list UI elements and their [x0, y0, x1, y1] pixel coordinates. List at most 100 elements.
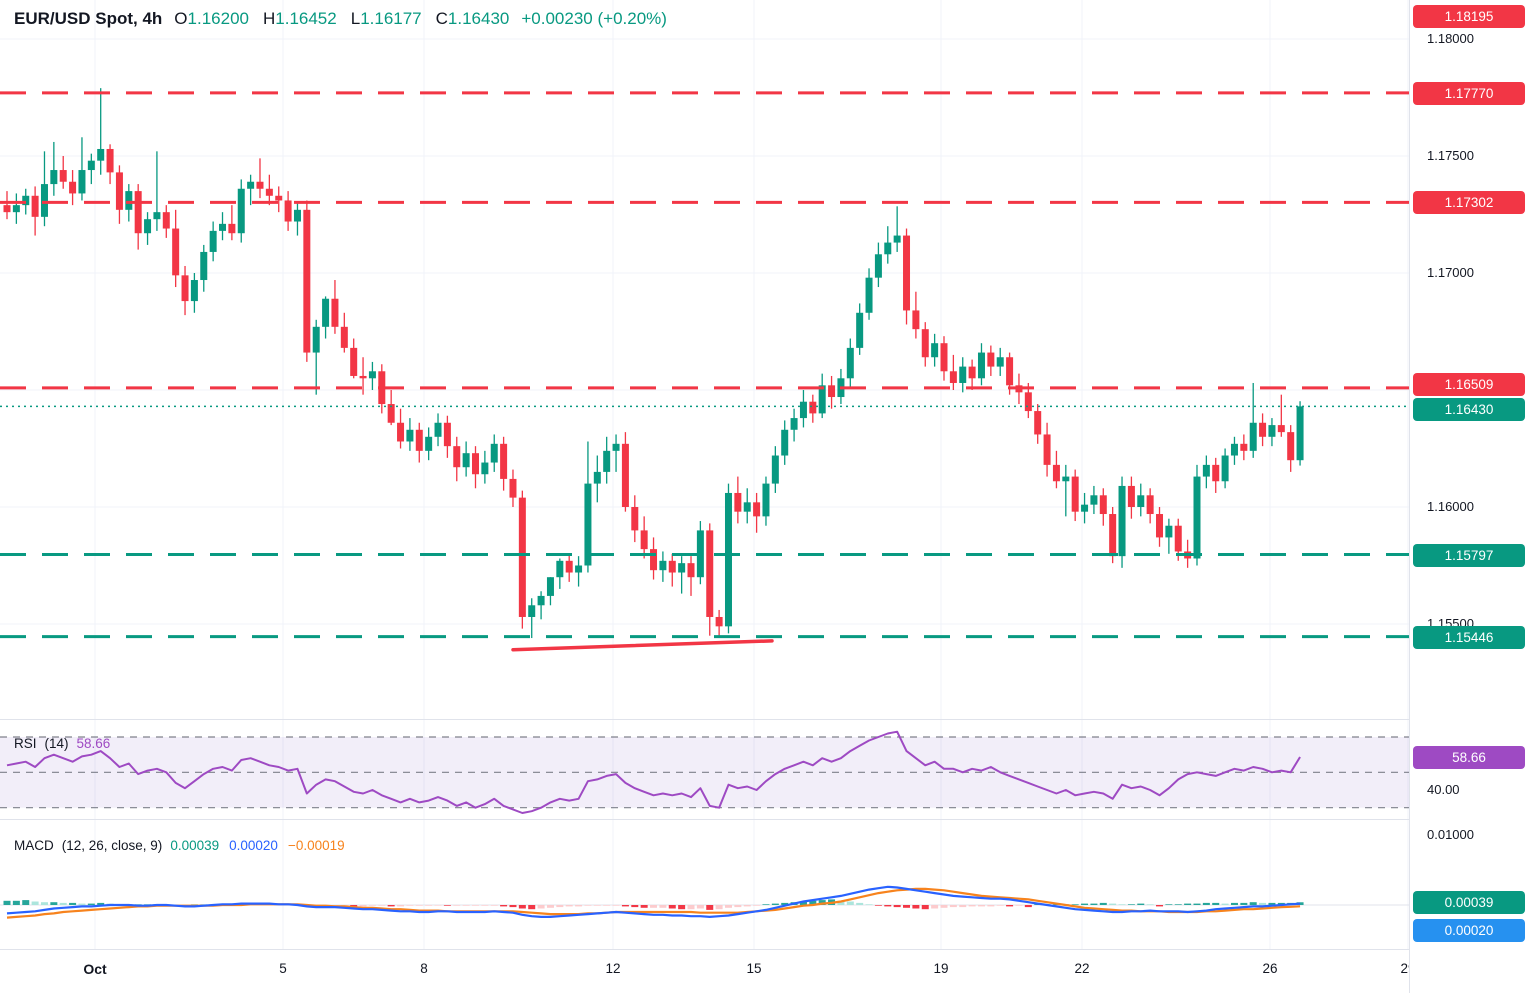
- candle-body: [1099, 495, 1107, 515]
- macd-histogram-bar: [874, 905, 882, 906]
- axis-price-badge: 1.16509: [1413, 372, 1525, 396]
- candle-body: [556, 560, 564, 578]
- candle-body: [987, 352, 995, 367]
- candle-body: [1296, 406, 1304, 461]
- candle-body: [1109, 514, 1117, 557]
- candle-body: [181, 275, 189, 302]
- time-axis-label: 19: [933, 961, 949, 976]
- macd-histogram-bar: [50, 902, 58, 905]
- macd-histogram-bar: [565, 905, 573, 907]
- macd-histogram-bar: [12, 900, 20, 905]
- candle-body: [500, 443, 508, 479]
- pane-separator[interactable]: [0, 819, 1536, 820]
- candle-body: [603, 450, 611, 472]
- candle-body: [31, 195, 39, 217]
- candle-body: [865, 277, 873, 313]
- candle-body: [1071, 476, 1079, 512]
- macd-histogram-bar: [1090, 903, 1098, 905]
- macd-histogram-bar: [1109, 903, 1117, 905]
- candle-body: [1118, 485, 1126, 557]
- macd-histogram-bar: [462, 905, 470, 906]
- axis-price-label: 1.16000: [1427, 499, 1474, 514]
- candle-body: [256, 181, 264, 189]
- macd-histogram-bar: [781, 902, 789, 905]
- macd-histogram-bar: [753, 905, 761, 906]
- candle-body: [790, 418, 798, 430]
- macd-histogram-bar: [931, 905, 939, 909]
- trendline[interactable]: [511, 639, 774, 652]
- candle-body: [331, 298, 339, 327]
- macd-histogram-bar: [1249, 902, 1257, 905]
- candle-body: [856, 312, 864, 348]
- candle-body: [621, 443, 629, 507]
- candle-body: [809, 401, 817, 414]
- candle-body: [1230, 443, 1238, 456]
- macd-histogram-bar: [1240, 902, 1248, 905]
- macd-histogram-bar: [949, 905, 957, 908]
- macd-histogram-bar: [650, 905, 658, 908]
- candle-body: [172, 228, 180, 276]
- candle-body: [1174, 525, 1182, 552]
- candle-body: [584, 483, 592, 566]
- price-axis[interactable]: 1.18000 1.17500 1.17000 1.16000 1.15500 40.00…: [1409, 0, 1536, 993]
- time-axis-label: Oct: [83, 961, 107, 977]
- candle-body: [1193, 476, 1201, 559]
- macd-histogram-bar: [612, 905, 620, 906]
- candlestick-chart-pane[interactable]: [0, 0, 1410, 720]
- macd-histogram-bar: [987, 905, 995, 907]
- candle-body: [575, 565, 583, 573]
- macd-histogram-bar: [912, 905, 920, 909]
- macd-histogram-bar: [575, 905, 583, 907]
- candle-body: [406, 429, 414, 442]
- macd-histogram-bar: [903, 905, 911, 908]
- candle-body: [322, 298, 330, 327]
- candle-body: [1277, 425, 1285, 433]
- candle-body: [1006, 357, 1014, 386]
- macd-histogram-bar: [97, 902, 105, 905]
- macd-pane[interactable]: [0, 820, 1410, 950]
- candle-body: [509, 478, 517, 498]
- candle-body: [69, 181, 77, 194]
- time-axis-label: 12: [605, 961, 621, 976]
- candle-body: [415, 429, 423, 451]
- time-axis[interactable]: Oct 5 8 12 15 19 22 26 29: [0, 950, 1410, 993]
- macd-histogram-bar: [687, 905, 695, 910]
- axis-price-badge: 1.17302: [1413, 190, 1525, 214]
- macd-histogram-bar: [678, 905, 686, 910]
- candle-body: [472, 453, 479, 475]
- macd-histogram-bar: [509, 905, 517, 908]
- candle-body: [359, 375, 367, 379]
- candle-body: [921, 329, 929, 358]
- macd-histogram-bar: [31, 901, 39, 905]
- candle-body: [968, 366, 976, 379]
- macd-histogram-bar: [996, 905, 1004, 906]
- candle-body: [200, 251, 208, 281]
- candle-body: [1062, 476, 1070, 482]
- candle-body: [781, 429, 789, 456]
- macd-histogram-bar: [546, 905, 554, 908]
- macd-histogram-bar: [865, 904, 873, 905]
- macd-histogram-bar: [631, 905, 639, 908]
- candle-body: [425, 436, 433, 451]
- candle-body: [397, 422, 405, 442]
- candle-body: [650, 549, 658, 571]
- candle-body: [940, 343, 948, 372]
- macd-histogram-bar: [40, 902, 48, 905]
- pane-separator[interactable]: [0, 719, 1536, 720]
- candle-body: [453, 446, 461, 468]
- candle-body: [237, 188, 245, 234]
- macd-histogram-bar: [1230, 902, 1238, 905]
- candle-body: [275, 195, 283, 201]
- candle-body: [312, 326, 320, 353]
- macd-histogram-bar: [1127, 904, 1135, 905]
- candle-body: [340, 326, 348, 348]
- macd-histogram-bar: [706, 905, 714, 910]
- candle-body: [1081, 504, 1089, 512]
- rsi-pane[interactable]: [0, 720, 1410, 820]
- macd-histogram-bar: [472, 905, 479, 906]
- macd-histogram-bar: [1024, 905, 1032, 908]
- candle-body: [631, 507, 639, 531]
- candle-body: [706, 530, 714, 617]
- macd-histogram-bar: [809, 900, 817, 905]
